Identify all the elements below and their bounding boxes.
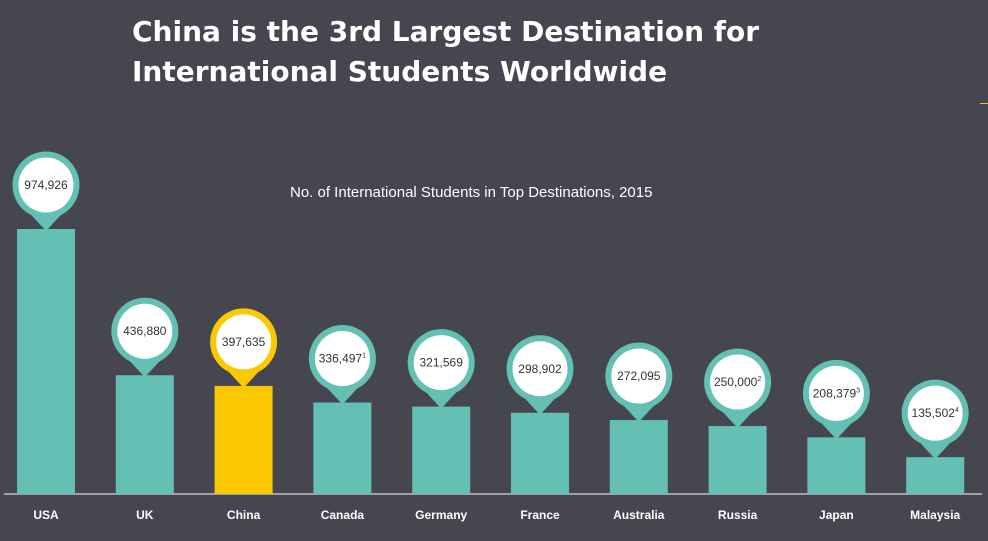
badge-face bbox=[611, 348, 667, 404]
chart-title: No. of International Students in Top Des… bbox=[290, 184, 653, 201]
value-badge-australia: 272,095 bbox=[605, 342, 673, 423]
bar-malaysia bbox=[906, 457, 965, 494]
bar-canada bbox=[313, 402, 372, 494]
data-label-germany: 321,569 bbox=[420, 356, 464, 370]
value-badge-russia: 250,0002 bbox=[704, 348, 772, 429]
bar-usa bbox=[17, 229, 75, 494]
data-label-usa: 974,926 bbox=[24, 178, 68, 192]
badge-face bbox=[117, 303, 173, 359]
bar-uk bbox=[115, 375, 174, 494]
data-label-russia: 250,0002 bbox=[714, 375, 761, 389]
x-tick-label-china: China bbox=[227, 508, 261, 522]
value-badge-malaysia: 135,5024 bbox=[901, 379, 969, 460]
badge-face bbox=[710, 354, 766, 410]
data-label-australia: 272,095 bbox=[617, 369, 661, 383]
bar-china bbox=[214, 385, 273, 494]
bar-france bbox=[511, 412, 569, 494]
value-badge-usa: 974,926 bbox=[12, 151, 80, 231]
x-tick-label-australia: Australia bbox=[613, 508, 665, 522]
badge-face bbox=[18, 157, 74, 213]
value-badge-germany: 321,569 bbox=[407, 329, 475, 409]
value-badge-uk: 436,880 bbox=[111, 297, 179, 378]
data-label-malaysia: 135,5024 bbox=[912, 406, 959, 420]
data-label-canada: 336,4971 bbox=[319, 352, 366, 366]
bar-germany bbox=[412, 406, 471, 494]
x-tick-label-uk: UK bbox=[136, 508, 154, 522]
slide-title-line1: China is the 3rd Largest Destination for bbox=[132, 15, 760, 48]
bar-russia bbox=[708, 426, 767, 494]
x-tick-label-malaysia: Malaysia bbox=[910, 508, 960, 522]
x-tick-label-france: France bbox=[520, 508, 560, 522]
badge-face bbox=[907, 385, 963, 441]
value-badge-canada: 336,4971 bbox=[308, 325, 376, 405]
slide-title-line2: International Students Worldwide bbox=[132, 55, 668, 88]
x-tick-label-usa: USA bbox=[33, 508, 59, 522]
bar-japan bbox=[807, 437, 866, 494]
footnote-mark: 2 bbox=[757, 376, 761, 383]
footnote-mark: 4 bbox=[955, 407, 959, 414]
value-badge-france: 298,902 bbox=[506, 335, 574, 415]
bar-australia bbox=[609, 420, 668, 494]
x-tick-label-japan: Japan bbox=[819, 508, 854, 522]
footnote-mark: 1 bbox=[362, 353, 366, 360]
data-label-france: 298,902 bbox=[518, 362, 562, 376]
value-badge-china: 397,635 bbox=[210, 308, 278, 388]
data-label-uk: 436,880 bbox=[123, 324, 167, 338]
x-tick-label-russia: Russia bbox=[718, 508, 758, 522]
badge-face bbox=[216, 314, 272, 370]
value-badge-japan: 208,3793 bbox=[802, 359, 870, 440]
badge-face bbox=[512, 341, 568, 397]
accent-line bbox=[980, 103, 988, 104]
data-label-china: 397,635 bbox=[222, 335, 266, 349]
x-tick-label-germany: Germany bbox=[415, 508, 467, 522]
data-label-japan: 208,3793 bbox=[813, 386, 860, 400]
badge-face bbox=[413, 335, 469, 391]
footnote-mark: 3 bbox=[856, 387, 860, 394]
slide-title: China is the 3rd Largest Destination for… bbox=[132, 12, 912, 92]
x-tick-label-canada: Canada bbox=[321, 508, 365, 522]
badge-face bbox=[314, 331, 370, 387]
badge-face bbox=[808, 365, 864, 421]
